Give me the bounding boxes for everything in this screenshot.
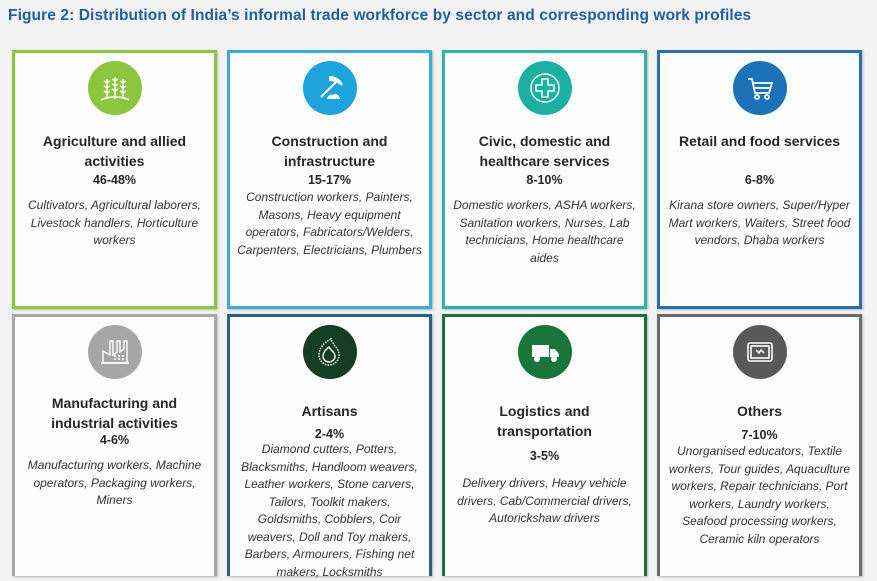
card-heading: Construction and infrastructure bbox=[271, 133, 388, 169]
card-roles: Domestic workers, ASHA workers, Sanitati… bbox=[453, 198, 636, 265]
card-heading: Agriculture and allied activities bbox=[42, 133, 187, 169]
card-percent: 15-17% bbox=[307, 173, 352, 187]
card-heading: Civic, domestic and healthcare services bbox=[478, 133, 611, 169]
card-roles: Cultivators, Agricultural laborers, Live… bbox=[28, 198, 201, 247]
paisley-icon bbox=[302, 325, 357, 379]
card-artisans: Artisans 2-4% Diamond cutters, Potters, … bbox=[227, 314, 432, 579]
card-percent: 46-48% bbox=[92, 173, 137, 187]
truck-icon bbox=[517, 325, 572, 379]
card-percent: 7-10% bbox=[741, 428, 778, 442]
card-roles: Kirana store owners, Super/Hyper Mart wo… bbox=[668, 198, 851, 247]
card-heading: Logistics and transportation bbox=[497, 403, 592, 439]
card-heading: Artisans bbox=[301, 403, 358, 419]
pickaxe-icon bbox=[302, 61, 357, 115]
card-percent: 8-10% bbox=[526, 173, 563, 187]
card-agriculture: Agriculture and allied activities 46-48%… bbox=[12, 50, 217, 309]
medical-cross-icon bbox=[517, 61, 572, 115]
wheat-icon bbox=[87, 61, 142, 115]
card-roles: Delivery drivers, Heavy vehicle drivers,… bbox=[457, 476, 632, 525]
card-roles: Unorganised educators, Textile workers, … bbox=[668, 444, 851, 546]
card-roles: Manufacturing workers, Machine operators… bbox=[27, 458, 202, 507]
card-heading: Manufacturing and industrial activities bbox=[51, 395, 178, 431]
card-manufacturing: Manufacturing and industrial activities … bbox=[12, 314, 217, 576]
shopping-cart-icon bbox=[732, 61, 787, 115]
card-percent: 2-4% bbox=[314, 427, 345, 441]
card-civic-healthcare: Civic, domestic and healthcare services … bbox=[442, 50, 647, 309]
tablet-icon bbox=[732, 325, 787, 379]
card-others: Others 7-10% Unorganised educators, Text… bbox=[657, 314, 862, 576]
card-construction: Construction and infrastructure 15-17% C… bbox=[227, 50, 432, 309]
card-roles: Construction workers, Painters, Masons, … bbox=[237, 190, 422, 257]
card-roles: Diamond cutters, Potters, Blacksmiths, H… bbox=[241, 442, 418, 579]
card-percent: 4-6% bbox=[99, 433, 130, 447]
card-heading: Retail and food services bbox=[678, 133, 841, 149]
card-percent: 3-5% bbox=[529, 449, 560, 463]
card-retail-food: Retail and food services 6-8% Kirana sto… bbox=[657, 50, 862, 309]
card-heading: Others bbox=[736, 403, 783, 419]
card-logistics: Logistics and transportation 3-5% Delive… bbox=[442, 314, 647, 576]
card-percent: 6-8% bbox=[744, 173, 775, 187]
factory-icon bbox=[87, 325, 142, 379]
figure-title: Figure 2: Distribution of India’s inform… bbox=[8, 7, 752, 24]
